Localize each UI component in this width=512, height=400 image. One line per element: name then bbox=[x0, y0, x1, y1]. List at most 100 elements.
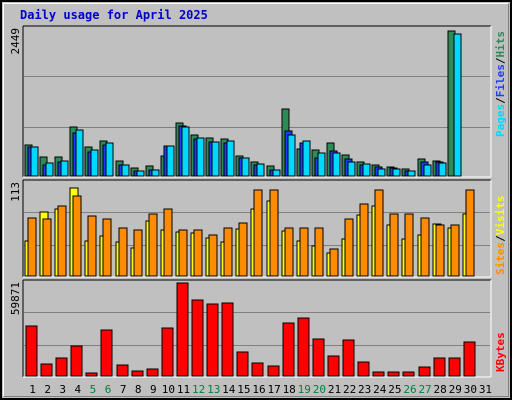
x-tick-label: 13 bbox=[207, 383, 220, 396]
bar-kbytes-day-27 bbox=[418, 366, 431, 377]
x-tick-label: 27 bbox=[418, 383, 431, 396]
x-tick-label: 4 bbox=[75, 383, 82, 396]
bar-kbytes-day-30 bbox=[463, 341, 476, 377]
bar-sites-day-14 bbox=[223, 227, 233, 277]
legend-entry: Pages bbox=[494, 104, 507, 137]
x-tick-label: 9 bbox=[150, 383, 157, 396]
bar-kbytes-day-26 bbox=[402, 371, 415, 377]
y-max-label: 113 bbox=[9, 182, 22, 202]
bar-pages-day-22 bbox=[347, 161, 356, 177]
x-tick-label: 20 bbox=[313, 383, 326, 396]
legend-visits-sites: Sites/Visits bbox=[494, 196, 507, 276]
x-tick-label: 11 bbox=[177, 383, 190, 396]
x-tick-label: 18 bbox=[283, 383, 296, 396]
bar-kbytes-day-29 bbox=[448, 357, 461, 377]
x-tick-label: 8 bbox=[135, 383, 142, 396]
bar-sites-day-23 bbox=[359, 203, 369, 277]
x-tick-label: 6 bbox=[105, 383, 112, 396]
x-tick-label: 1 bbox=[29, 383, 36, 396]
legend-entry: Visits bbox=[494, 196, 507, 236]
bar-sites-day-17 bbox=[269, 189, 279, 277]
bar-kbytes-day-4 bbox=[70, 345, 83, 377]
bar-pages-day-8 bbox=[136, 170, 145, 177]
x-tick-label: 14 bbox=[222, 383, 236, 396]
legend-entry: / bbox=[494, 97, 507, 104]
bar-pages-day-6 bbox=[105, 142, 114, 177]
bar-pages-day-12 bbox=[196, 137, 205, 177]
legend-hits-files-pages: Pages/Files/Hits bbox=[494, 31, 507, 137]
bar-pages-day-28 bbox=[438, 162, 447, 177]
bar-sites-day-9 bbox=[148, 213, 158, 277]
bar-pages-day-5 bbox=[90, 149, 99, 177]
x-tick-label: 12 bbox=[192, 383, 205, 396]
bar-kbytes-day-5 bbox=[85, 372, 98, 377]
bar-kbytes-day-18 bbox=[282, 322, 295, 377]
x-tick-label: 24 bbox=[373, 383, 387, 396]
bar-pages-day-15 bbox=[241, 157, 250, 177]
x-tick-label: 15 bbox=[237, 383, 250, 396]
x-tick-label: 10 bbox=[162, 383, 175, 396]
bar-kbytes-day-22 bbox=[342, 339, 355, 377]
bar-kbytes-day-23 bbox=[357, 361, 370, 377]
bar-sites-day-25 bbox=[389, 213, 399, 277]
x-tick-label: 19 bbox=[298, 383, 311, 396]
x-tick-label: 23 bbox=[358, 383, 371, 396]
bar-pages-day-27 bbox=[423, 164, 432, 177]
bar-kbytes-day-14 bbox=[221, 302, 234, 377]
bar-pages-day-23 bbox=[362, 163, 371, 177]
bar-kbytes-day-24 bbox=[372, 371, 385, 377]
bar-kbytes-day-7 bbox=[116, 364, 129, 377]
bar-kbytes-day-6 bbox=[100, 329, 113, 377]
legend-entry: Sites bbox=[494, 242, 507, 275]
bar-pages-day-26 bbox=[407, 170, 416, 177]
bar-pages-day-10 bbox=[166, 145, 175, 177]
bar-pages-day-11 bbox=[181, 126, 190, 177]
bar-kbytes-day-15 bbox=[236, 351, 249, 377]
bar-pages-day-21 bbox=[332, 152, 341, 177]
bar-kbytes-day-17 bbox=[267, 365, 280, 377]
bar-pages-day-14 bbox=[226, 140, 235, 177]
x-tick-label: 31 bbox=[479, 383, 492, 396]
bar-pages-day-13 bbox=[211, 141, 220, 177]
bar-sites-day-30 bbox=[465, 189, 475, 277]
bar-kbytes-day-8 bbox=[131, 370, 144, 377]
x-tick-label: 25 bbox=[388, 383, 401, 396]
x-tick-label: 26 bbox=[403, 383, 416, 396]
bar-kbytes-day-9 bbox=[146, 368, 159, 377]
legend-entry: / bbox=[494, 235, 507, 242]
legend-entry: Files bbox=[494, 64, 507, 97]
bar-kbytes-day-3 bbox=[55, 357, 68, 377]
x-tick-label: 28 bbox=[434, 383, 447, 396]
x-tick-label: 22 bbox=[343, 383, 356, 396]
bar-sites-day-21 bbox=[329, 248, 339, 277]
bar-sites-day-12 bbox=[193, 229, 203, 277]
bar-pages-day-18 bbox=[287, 134, 296, 177]
bar-sites-day-10 bbox=[163, 208, 173, 277]
y-max-label: 59871 bbox=[9, 282, 22, 315]
bar-sites-day-11 bbox=[178, 229, 188, 277]
bar-pages-day-3 bbox=[60, 160, 69, 177]
x-tick-label: 30 bbox=[464, 383, 477, 396]
x-tick-label: 16 bbox=[252, 383, 265, 396]
bar-pages-day-24 bbox=[377, 168, 386, 177]
bar-sites-day-15 bbox=[238, 222, 248, 277]
x-tick-label: 5 bbox=[90, 383, 97, 396]
legend-entry: / bbox=[494, 57, 507, 64]
bar-kbytes-day-12 bbox=[191, 299, 204, 377]
bar-pages-day-29 bbox=[453, 33, 462, 177]
bar-pages-day-25 bbox=[392, 168, 401, 177]
bar-sites-day-7 bbox=[118, 227, 128, 277]
bar-sites-day-29 bbox=[450, 224, 460, 277]
y-max-label: 2449 bbox=[9, 28, 22, 55]
bar-sites-day-20 bbox=[314, 227, 324, 277]
x-tick-label: 29 bbox=[449, 383, 462, 396]
bar-sites-day-28 bbox=[435, 224, 445, 277]
bar-pages-day-17 bbox=[272, 169, 281, 177]
x-tick-label: 7 bbox=[120, 383, 127, 396]
bar-pages-day-4 bbox=[75, 129, 84, 177]
chart-title: Daily usage for April 2025 bbox=[20, 8, 208, 22]
bar-kbytes-day-21 bbox=[327, 355, 340, 377]
bar-sites-day-26 bbox=[404, 213, 414, 277]
bar-sites-day-5 bbox=[87, 215, 97, 277]
bar-kbytes-day-13 bbox=[206, 303, 219, 377]
